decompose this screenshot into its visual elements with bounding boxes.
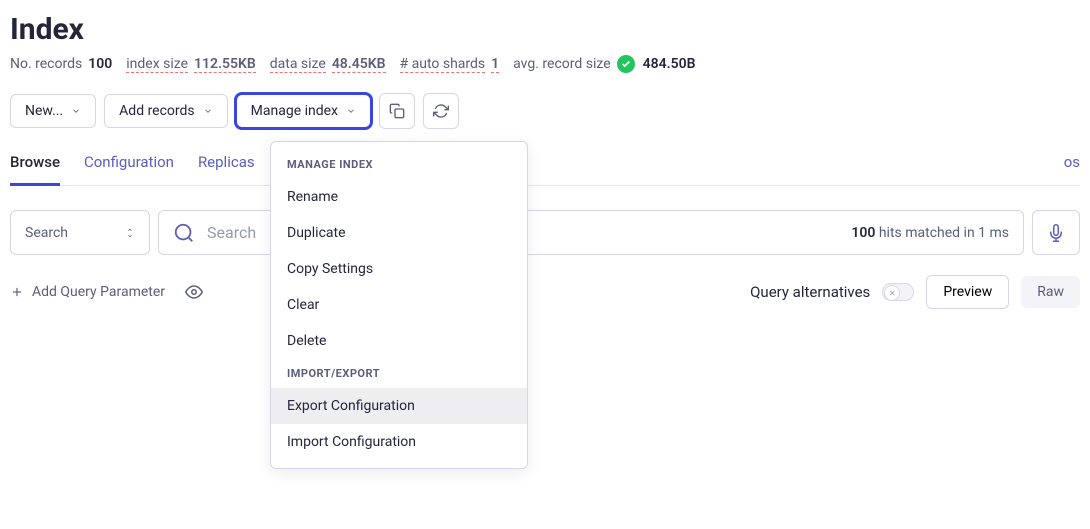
stat-avg: avg. record size 484.50B bbox=[513, 55, 695, 73]
hits-count: 100 bbox=[851, 225, 875, 241]
copy-icon bbox=[389, 103, 405, 119]
stat-data-size-value: 48.45KB bbox=[332, 56, 386, 73]
stat-shards-label[interactable]: # auto shards bbox=[400, 56, 486, 73]
right-controls: Query alternatives Preview Raw bbox=[750, 275, 1080, 309]
dropdown-item-import-config[interactable]: Import Configuration bbox=[271, 424, 527, 460]
search-attribute-label: Search bbox=[25, 225, 68, 241]
search-attribute-select[interactable]: Search bbox=[10, 210, 150, 255]
chevron-down-icon bbox=[71, 106, 81, 116]
tab-browse[interactable]: Browse bbox=[10, 153, 60, 186]
tab-replicas[interactable]: Replicas bbox=[198, 153, 255, 185]
dropdown-header-manage: MANAGE INDEX bbox=[271, 150, 527, 179]
toolbar: New... Add records Manage index MANAGE I… bbox=[10, 93, 1080, 129]
add-param-label: Add Query Parameter bbox=[32, 284, 165, 300]
chevron-down-icon bbox=[346, 106, 356, 116]
dropdown-item-export-config[interactable]: Export Configuration bbox=[271, 388, 527, 424]
stat-records-value: 100 bbox=[88, 56, 112, 72]
page-title: Index bbox=[10, 12, 1080, 47]
tab-partial[interactable]: os bbox=[1064, 153, 1080, 185]
manage-index-dropdown: MANAGE INDEX Rename Duplicate Copy Setti… bbox=[270, 141, 528, 469]
preview-button[interactable]: Preview bbox=[926, 275, 1009, 309]
hits-text: 100 hits matched in 1 ms bbox=[851, 225, 1009, 241]
query-alternatives-label: Query alternatives bbox=[750, 283, 870, 301]
chevron-down-icon bbox=[203, 106, 213, 116]
bottom-row: Add Query Parameter Query alternatives P… bbox=[10, 275, 1080, 309]
search-icon bbox=[173, 222, 195, 244]
tab-configuration[interactable]: Configuration bbox=[84, 153, 174, 185]
dropdown-item-duplicate[interactable]: Duplicate bbox=[271, 215, 527, 251]
stat-index-size-label[interactable]: index size bbox=[126, 56, 188, 73]
refresh-button[interactable] bbox=[423, 93, 459, 129]
stat-shards-value: 1 bbox=[491, 56, 499, 73]
raw-button[interactable]: Raw bbox=[1021, 276, 1080, 308]
manage-index-button[interactable]: Manage index bbox=[236, 94, 371, 128]
stat-records-label: No. records bbox=[10, 56, 82, 72]
check-icon bbox=[617, 55, 635, 73]
dropdown-item-rename[interactable]: Rename bbox=[271, 179, 527, 215]
query-alternatives-toggle[interactable] bbox=[882, 283, 914, 301]
eye-icon[interactable] bbox=[185, 283, 203, 301]
stat-data-size[interactable]: data size 48.45KB bbox=[270, 56, 386, 73]
new-button-label: New... bbox=[25, 103, 63, 119]
dropdown-item-delete[interactable]: Delete bbox=[271, 323, 527, 359]
new-button[interactable]: New... bbox=[10, 94, 96, 128]
tabs: Browse Configuration Replicas os bbox=[10, 153, 1080, 186]
stat-data-size-label[interactable]: data size bbox=[270, 56, 326, 73]
plus-icon bbox=[10, 285, 24, 299]
copy-button[interactable] bbox=[379, 93, 415, 129]
search-row: Search 100 hits matched in 1 ms bbox=[10, 210, 1080, 255]
dropdown-header-io: IMPORT/EXPORT bbox=[271, 359, 527, 388]
stat-index-size-value: 112.55KB bbox=[194, 56, 256, 73]
microphone-icon bbox=[1047, 224, 1065, 242]
voice-search-button[interactable] bbox=[1032, 210, 1080, 255]
add-records-button[interactable]: Add records bbox=[104, 94, 227, 128]
hits-suffix: hits matched in 1 ms bbox=[875, 225, 1009, 241]
stats-row: No. records 100 index size 112.55KB data… bbox=[10, 55, 1080, 73]
left-controls: Add Query Parameter bbox=[10, 283, 203, 301]
stat-index-size[interactable]: index size 112.55KB bbox=[126, 56, 256, 73]
stat-avg-label: avg. record size bbox=[513, 56, 610, 72]
dropdown-item-copy-settings[interactable]: Copy Settings bbox=[271, 251, 527, 287]
add-query-parameter[interactable]: Add Query Parameter bbox=[10, 284, 165, 300]
stepper-icon bbox=[125, 227, 135, 239]
stat-records: No. records 100 bbox=[10, 56, 112, 72]
add-records-label: Add records bbox=[119, 103, 194, 119]
stat-shards[interactable]: # auto shards 1 bbox=[400, 56, 500, 73]
dropdown-item-clear[interactable]: Clear bbox=[271, 287, 527, 323]
refresh-icon bbox=[433, 103, 449, 119]
manage-index-label: Manage index bbox=[251, 103, 338, 119]
stat-avg-value: 484.50B bbox=[643, 56, 696, 72]
